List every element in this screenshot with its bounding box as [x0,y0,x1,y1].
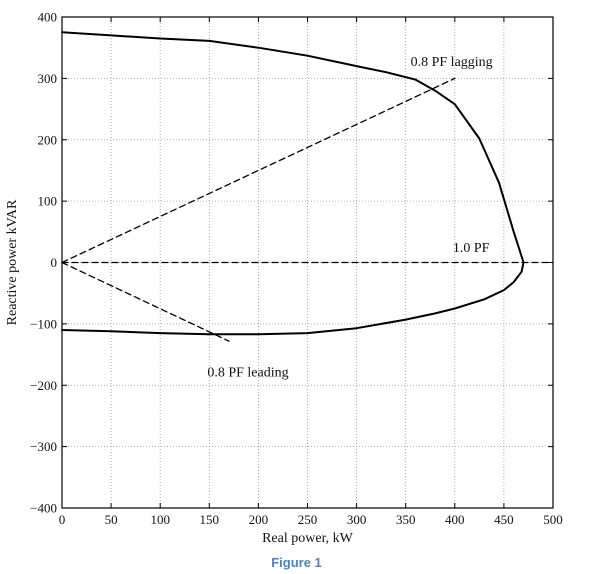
y-tick-label: 300 [38,71,58,86]
x-tick-label: 50 [105,512,118,527]
annotations: 0.8 PF lagging 1.0 PF 0.8 PF leading [207,55,492,381]
y-tick-label: −400 [30,501,57,516]
x-tick-label: 250 [298,512,318,527]
x-tick-label: 300 [347,512,367,527]
x-tick-label: 0 [59,512,66,527]
x-tick-label: 150 [200,512,220,527]
x-tick-label: 500 [543,512,563,527]
x-tick-label: 400 [445,512,465,527]
y-tick-label: −100 [30,316,57,331]
y-tick-label: 0 [51,255,58,270]
annotation-label: 0.8 PF lagging [411,55,493,70]
y-tick-label: −200 [30,378,57,393]
y-axis-title: Reactive power kVAR [5,199,20,325]
x-tick-label: 200 [249,512,269,527]
tick-labels: 0 50 100 150 200 250 300 350 400 450 500 400 300 200 1… [30,10,563,528]
capability-curve [61,31,525,336]
figure-caption: Figure 1 [271,555,322,570]
x-tick-label: 100 [150,512,170,527]
pf-line [61,261,230,342]
x-tick-label: 350 [396,512,416,527]
x-axis-title: Real power, kW [262,531,354,546]
y-tick-label: 200 [38,132,58,147]
y-tick-label: 100 [38,194,58,209]
x-tick-label: 450 [494,512,514,527]
annotation-label: 1.0 PF [453,241,490,256]
y-tick-label: −300 [30,439,57,454]
y-tick-label: 400 [38,10,58,25]
pf-line [61,77,456,264]
annotation-label: 0.8 PF leading [207,366,288,381]
series-layer [61,31,554,342]
